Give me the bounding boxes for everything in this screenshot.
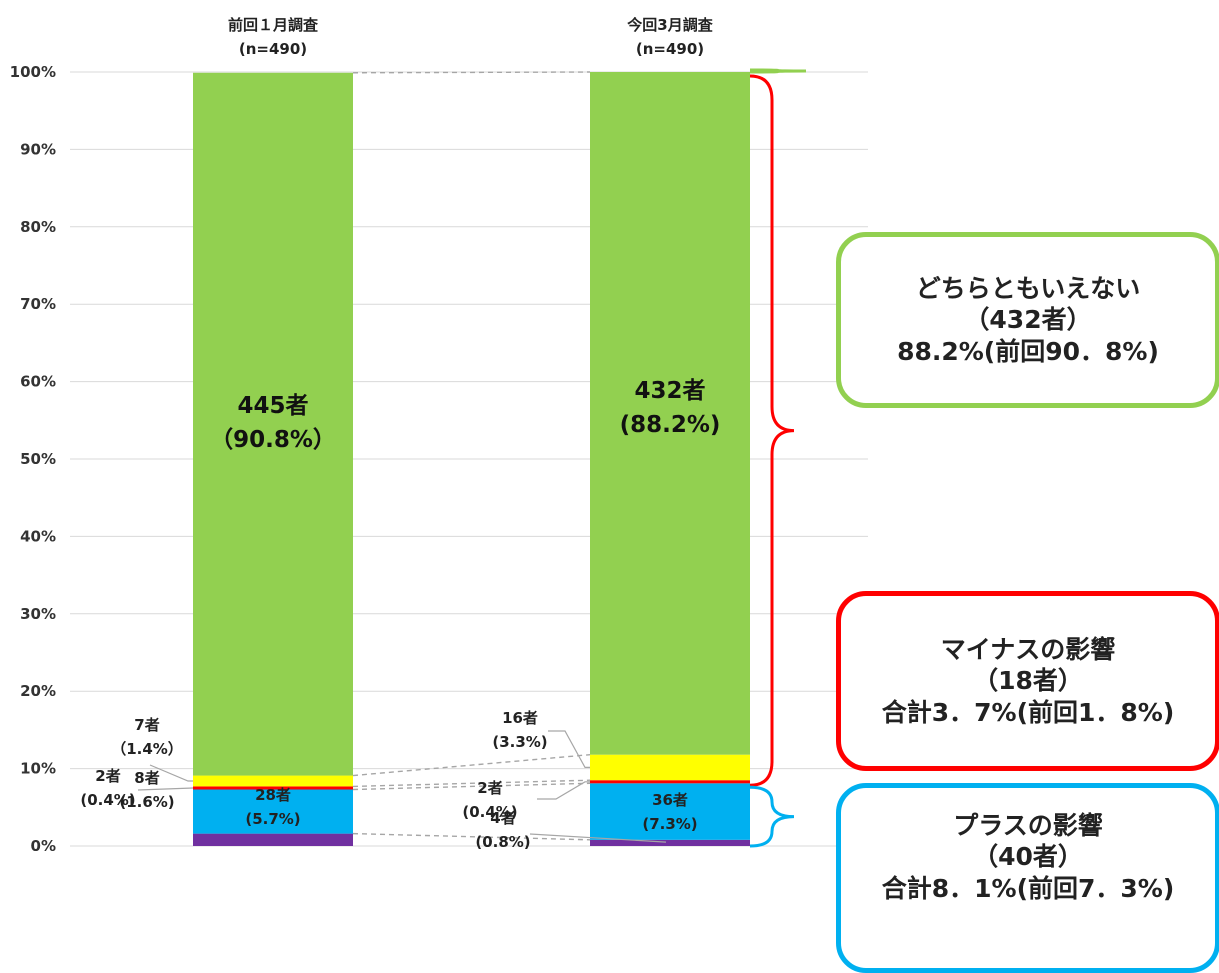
data-label: (0.4%): [462, 803, 517, 821]
annotation-negative-line2: （18者）: [973, 666, 1083, 696]
connector-line: [352, 782, 591, 791]
y-tick-label: 30%: [20, 605, 56, 623]
data-label: (3.3%): [492, 733, 547, 751]
brace: [749, 785, 795, 848]
bar-segment: [590, 839, 750, 846]
data-label: 36者: [652, 791, 688, 809]
bar-segment: [590, 754, 750, 781]
connector-line: [352, 832, 591, 841]
connector-line: [352, 779, 591, 788]
y-tick-label: 70%: [20, 295, 56, 313]
bar-segment: [193, 786, 353, 790]
data-label: 4者: [490, 809, 515, 827]
data-label: (0.4%): [80, 791, 135, 809]
data-label: (0.8%): [475, 833, 530, 851]
data-label: 2者: [95, 767, 120, 785]
annotation-box-negative: マイナスの影響 （18者） 合計3．7%(前回1．8%): [836, 591, 1219, 771]
category-label: 前回１月調査: [228, 16, 319, 34]
bar-segment: [193, 72, 353, 776]
data-label: 7者: [134, 716, 159, 734]
data-label: （90.8%）: [210, 426, 336, 453]
data-label: (1.6%): [119, 793, 174, 811]
data-label: 28者: [255, 786, 291, 804]
leader-line: [137, 787, 194, 791]
annotation-neutral-line3: 88.2%(前回90．8%): [897, 336, 1159, 366]
y-tick-label: 40%: [20, 527, 56, 545]
bars: [193, 72, 750, 846]
leader-line: [537, 781, 590, 800]
connector-line: [352, 71, 591, 74]
category-sublabel: (n=490): [239, 40, 307, 58]
category-sublabel: (n=490): [636, 40, 704, 58]
data-label: 445者: [237, 393, 308, 419]
annotation-negative-line3: 合計3．7%(前回1．8%): [881, 697, 1175, 727]
leader-line: [529, 833, 667, 843]
annotation-positive-line3: 合計8．1%(前回7．3%): [881, 873, 1175, 903]
y-tick-label: 90%: [20, 140, 56, 158]
annotation-neutral-line2: （432者）: [964, 305, 1092, 335]
annotation-positive-line1: プラスの影響: [953, 811, 1103, 840]
bar-segment: [590, 783, 750, 840]
y-tick-label: 0%: [31, 837, 56, 855]
bar-segment: [590, 780, 750, 784]
data-label: （1.4%）: [111, 740, 183, 758]
connector-lines: [352, 71, 591, 841]
bar-segment: [590, 72, 750, 755]
annotation-positive-line2: （40者）: [973, 842, 1083, 872]
annotation-neutral-line1: どちらともいえない: [915, 274, 1141, 304]
connector-line: [352, 753, 591, 777]
y-tick-label: 20%: [20, 682, 56, 700]
category-label: 今回3月調査: [626, 16, 713, 34]
y-tick-label: 80%: [20, 218, 56, 236]
bar-segment: [193, 789, 353, 834]
bar-segment: [193, 775, 353, 787]
bar-segment: [193, 833, 353, 846]
brace: [749, 68, 807, 74]
data-label: 432者: [634, 378, 705, 404]
data-label: 16者: [502, 709, 538, 727]
y-tick-label: 50%: [20, 450, 56, 468]
annotation-box-positive: プラスの影響 （40者） 合計8．1%(前回7．3%): [836, 783, 1219, 973]
leader-line: [149, 764, 193, 782]
annotation-negative-line1: マイナスの影響: [940, 635, 1116, 665]
data-label: (5.7%): [245, 810, 300, 828]
labels: 0% 10% 20% 30% 40% 50% 60% 70% 80% 90% 100% 前回１月調査 (…: [10, 16, 721, 855]
data-label: (88.2%): [620, 412, 721, 438]
braces: [749, 68, 807, 848]
y-tick-label: 100%: [10, 63, 56, 81]
data-label: (7.3%): [642, 815, 697, 833]
data-label: 2者: [477, 779, 502, 797]
brace: [749, 74, 795, 787]
leader-line: [548, 730, 590, 769]
y-tick-label: 10%: [20, 760, 56, 778]
leader-lines: [137, 730, 667, 843]
annotation-box-neutral: どちらともいえない （432者） 88.2%(前回90．8%): [836, 232, 1219, 408]
y-tick-label: 60%: [20, 373, 56, 391]
data-label: 8者: [134, 769, 159, 787]
